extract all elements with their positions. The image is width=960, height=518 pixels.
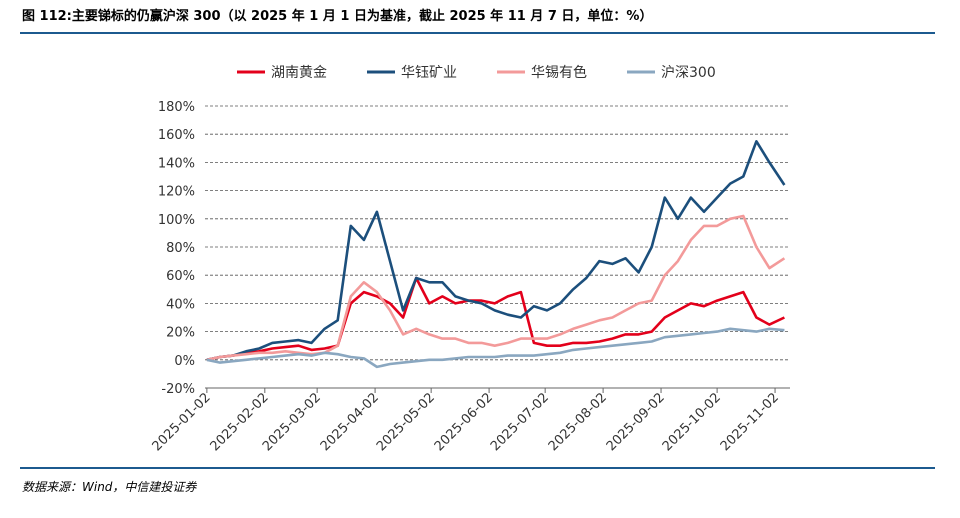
legend-label: 华钰矿业 (401, 65, 457, 81)
y-tick-label: 60% (166, 269, 195, 284)
series-line (206, 276, 785, 362)
x-tick-label: 2025-08-02 (546, 390, 610, 454)
y-tick-label: 120% (158, 185, 195, 200)
x-tick-label: 2025-01-02 (150, 390, 214, 454)
source-note: 数据来源：Wind，中信建投证券 (22, 480, 197, 494)
chart-title: 图 112:主要锑标的仍赢沪深 300（以 2025 年 1 月 1 日为基准，… (22, 8, 652, 24)
y-tick-label: 80% (166, 241, 195, 256)
x-tick-label: 2025-04-02 (318, 390, 382, 454)
series-line (206, 140, 786, 362)
y-tick-label: 20% (166, 326, 195, 341)
x-tick-label: 2025-09-02 (604, 390, 668, 454)
series-line (206, 214, 786, 362)
legend-label: 湖南黄金 (271, 64, 327, 81)
x-tick-label: 2025-11-02 (718, 390, 782, 454)
x-tick-label: 2025-05-02 (374, 390, 438, 454)
x-tick-label: 2025-07-02 (488, 390, 552, 454)
y-tick-label: 40% (166, 297, 195, 312)
y-tick-label: -20% (161, 382, 195, 397)
x-tick-label: 2025-10-02 (660, 390, 724, 454)
y-tick-label: 180% (158, 100, 195, 115)
legend-label: 沪深300 (661, 65, 716, 81)
series-line (206, 327, 785, 369)
y-tick-label: 140% (158, 156, 195, 171)
y-tick-label: 160% (158, 128, 195, 143)
legend-label: 华锡有色 (531, 64, 587, 81)
y-tick-label: 100% (158, 213, 195, 228)
x-tick-label: 2025-06-02 (432, 390, 496, 454)
y-tick-label: 0% (174, 354, 195, 369)
